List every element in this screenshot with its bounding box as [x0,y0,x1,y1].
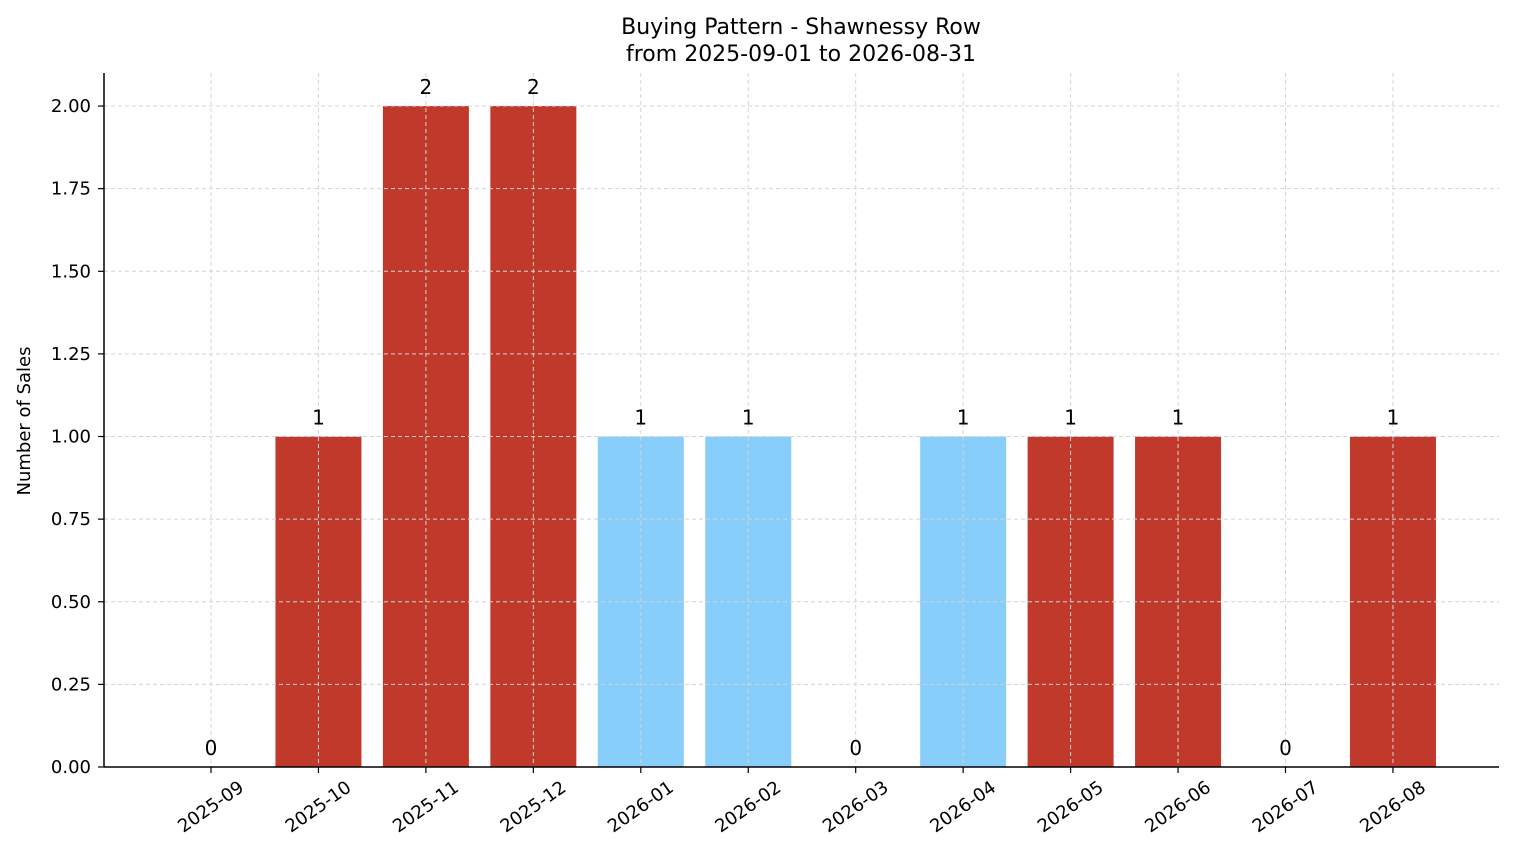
y-tick-label: 1.75 [51,179,91,200]
x-tick-label: 2026-05 [1034,777,1108,837]
data-label: 0 [849,736,862,760]
y-tick-label: 1.50 [51,261,91,282]
data-labels: 0 1 2 2 1 1 0 1 1 1 0 1 [205,75,1400,760]
y-tick-label: 0.75 [51,509,91,530]
y-tick-label: 1.25 [51,344,91,365]
data-label: 1 [312,406,325,430]
x-tick-label: 2025-12 [497,777,571,837]
x-tick-label: 2026-02 [711,777,785,837]
x-tick-labels: 2025-09 2025-10 2025-11 2025-12 2026-01 2026-… [174,767,1430,837]
x-tick-label: 2026-07 [1249,777,1323,837]
grid-lines [104,73,1499,768]
x-tick-label: 2025-11 [389,777,463,837]
y-tick-label: 0.00 [51,757,91,778]
y-tick-labels: 0.00 0.25 0.50 0.75 1.00 1.25 1.50 1.75 2.00 [51,96,104,778]
x-tick-label: 2026-01 [604,777,678,837]
data-label: 1 [1064,406,1077,430]
x-tick-label: 2025-09 [174,777,248,837]
data-label: 2 [527,75,540,99]
x-tick-label: 2026-03 [819,777,893,837]
y-axis-label: Number of Sales [14,346,35,495]
data-label: 1 [634,406,647,430]
data-label: 2 [420,75,433,99]
x-tick-label: 2025-10 [282,777,356,837]
data-label: 0 [205,736,218,760]
data-label: 0 [1279,736,1292,760]
y-tick-label: 2.00 [51,96,91,117]
chart-subtitle: from 2025-09-01 to 2026-08-31 [626,42,976,67]
y-tick-label: 0.50 [51,592,91,613]
x-tick-label: 2026-08 [1356,777,1430,837]
x-tick-label: 2026-06 [1141,777,1215,837]
data-label: 1 [1172,406,1185,430]
data-label: 1 [742,406,755,430]
chart-title: Buying Pattern - Shawnessy Row [621,15,981,40]
data-label: 1 [1387,406,1400,430]
data-label: 1 [957,406,970,430]
y-tick-label: 1.00 [51,427,91,448]
y-tick-label: 0.25 [51,674,91,695]
x-tick-label: 2026-04 [926,777,1000,837]
